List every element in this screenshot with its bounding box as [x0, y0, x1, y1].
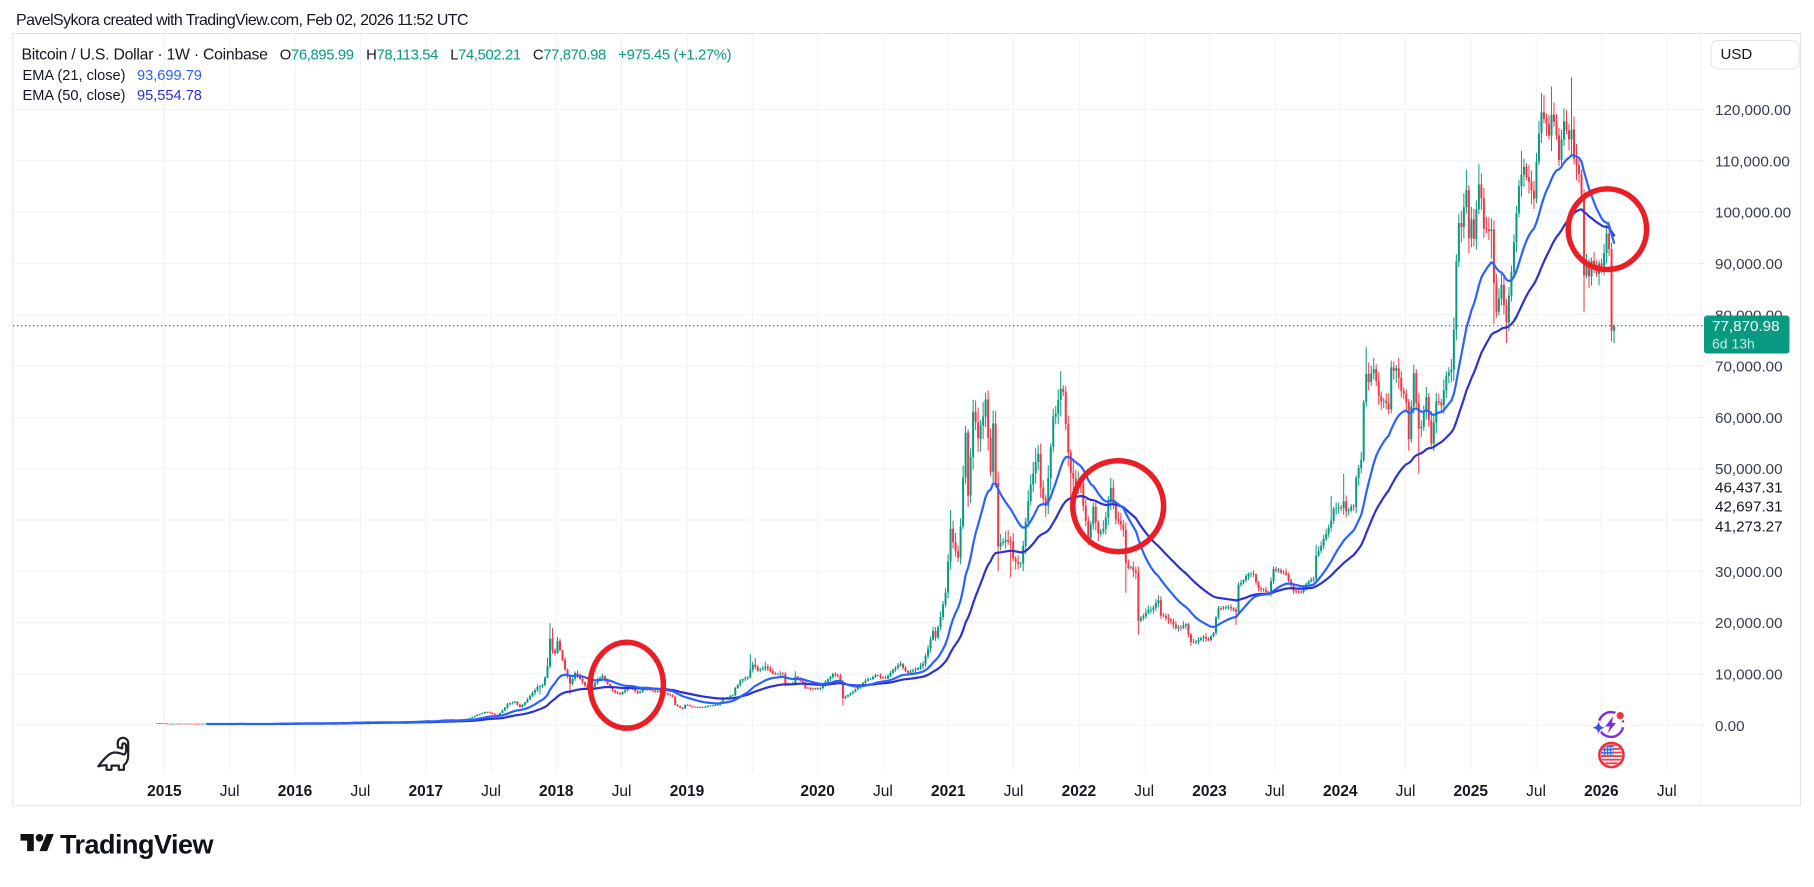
svg-text:2023: 2023 [1192, 783, 1227, 800]
svg-text:20,000.00: 20,000.00 [1715, 615, 1783, 632]
svg-text:2022: 2022 [1062, 783, 1096, 800]
svg-text:0.00: 0.00 [1715, 718, 1745, 735]
svg-text:TradingView: TradingView [60, 830, 215, 860]
svg-text:H78,113.54: H78,113.54 [366, 48, 438, 64]
svg-text:Jul: Jul [873, 783, 893, 800]
svg-text:Jul: Jul [1134, 783, 1154, 800]
svg-text:77,870.98: 77,870.98 [1712, 318, 1780, 335]
svg-text:46,437.31: 46,437.31 [1715, 480, 1783, 497]
svg-text:2016: 2016 [278, 783, 313, 800]
svg-text:2025: 2025 [1454, 783, 1489, 800]
svg-text:Jul: Jul [220, 783, 240, 800]
svg-text:EMA (21, close): EMA (21, close) [23, 68, 126, 84]
svg-text:70,000.00: 70,000.00 [1715, 359, 1783, 376]
svg-text:Jul: Jul [612, 783, 632, 800]
svg-text:Jul: Jul [1657, 783, 1677, 800]
svg-text:41,273.27: 41,273.27 [1715, 519, 1783, 536]
svg-text:95,554.78: 95,554.78 [137, 88, 202, 104]
svg-text:10,000.00: 10,000.00 [1715, 667, 1783, 684]
svg-text:60,000.00: 60,000.00 [1715, 410, 1783, 427]
svg-text:2019: 2019 [670, 783, 705, 800]
svg-text:+975.45 (+1.27%): +975.45 (+1.27%) [618, 48, 731, 64]
svg-text:Jul: Jul [350, 783, 370, 800]
svg-text:2020: 2020 [800, 783, 834, 800]
svg-text:Jul: Jul [481, 783, 501, 800]
svg-text:2017: 2017 [408, 783, 442, 800]
svg-text:PavelSykora created with Tradi: PavelSykora created with TradingView.com… [16, 12, 468, 29]
svg-text:2026: 2026 [1584, 783, 1619, 800]
svg-text:50,000.00: 50,000.00 [1715, 461, 1783, 478]
svg-text:EMA (50, close): EMA (50, close) [23, 88, 126, 104]
svg-text:110,000.00: 110,000.00 [1715, 153, 1790, 170]
svg-text:Jul: Jul [1396, 783, 1416, 800]
svg-text:90,000.00: 90,000.00 [1715, 256, 1783, 273]
svg-text:120,000.00: 120,000.00 [1715, 102, 1791, 119]
svg-text:L74,502.21: L74,502.21 [450, 48, 521, 64]
svg-text:Jul: Jul [1265, 783, 1285, 800]
svg-text:USD: USD [1721, 46, 1753, 63]
svg-text:Bitcoin / U.S. Dollar · 1W · C: Bitcoin / U.S. Dollar · 1W · Coinbase [22, 47, 269, 64]
svg-text:30,000.00: 30,000.00 [1715, 564, 1783, 581]
svg-text:Jul: Jul [1004, 783, 1024, 800]
svg-text:2015: 2015 [147, 783, 182, 800]
svg-text:93,699.79: 93,699.79 [137, 68, 202, 84]
svg-text:Jul: Jul [1526, 783, 1546, 800]
svg-text:2021: 2021 [931, 783, 966, 800]
svg-text:2024: 2024 [1323, 783, 1358, 800]
svg-text:C77,870.98: C77,870.98 [533, 48, 606, 64]
svg-text:O76,895.99: O76,895.99 [280, 48, 354, 64]
svg-text:2018: 2018 [539, 783, 574, 800]
svg-text:42,697.31: 42,697.31 [1715, 499, 1783, 516]
svg-text:6d 13h: 6d 13h [1712, 336, 1755, 352]
svg-text:100,000.00: 100,000.00 [1715, 205, 1791, 222]
